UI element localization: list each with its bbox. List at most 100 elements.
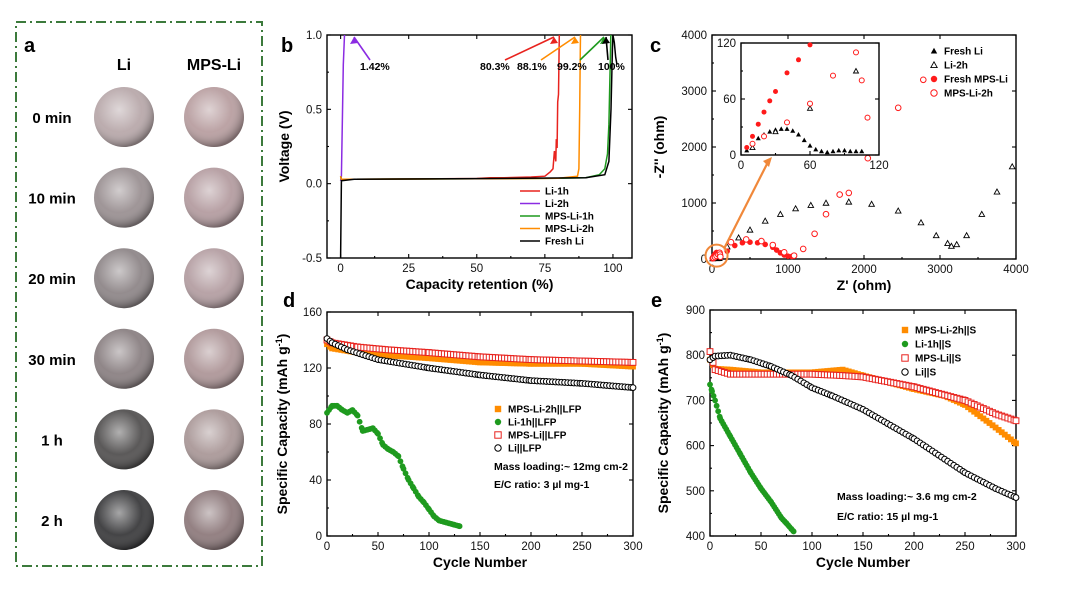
panel-c-inset-x-tick-label: 60 xyxy=(804,160,817,172)
cycle-point-mps-li-2h-lfp xyxy=(492,359,499,366)
inset-point-mps-li-2h xyxy=(853,49,859,56)
panel-b-x-tick-label: 100 xyxy=(603,263,622,275)
panel-d-x-tick-label: 300 xyxy=(623,541,642,553)
eis-point-li-2h xyxy=(917,218,925,226)
inset-point-fresh-mps-li xyxy=(755,121,761,127)
annotation-arrow xyxy=(504,36,555,61)
cycle-point-mps-li-2h-lfp xyxy=(394,353,401,359)
row-time-label: 2 h xyxy=(41,513,63,530)
row-time-label: 30 min xyxy=(28,352,76,369)
inset-point-fresh-mps-li xyxy=(750,133,755,139)
inset-point-fresh-li xyxy=(801,137,807,143)
cycle-point-mps-li-2h-s xyxy=(1008,436,1014,443)
cycle-point-mps-li-2h-lfp xyxy=(391,352,398,359)
panel-a-photo-grid: a Li MPS-Li 0 min 10 min 20 min 30 min 1 h 2 … xyxy=(15,21,263,567)
annotation-arrow xyxy=(579,36,605,61)
inset-point-fresh-mps-li xyxy=(761,109,767,115)
cycle-point-mps-li-2h-lfp xyxy=(456,357,463,364)
cycle-point-mps-li-2h-lfp xyxy=(388,352,395,359)
panel-c-x-tick-label: 1000 xyxy=(775,264,801,276)
coin-shading-li xyxy=(94,490,154,550)
annotation-label: 99.2% xyxy=(557,61,587,73)
inset-point-mps-li-2h xyxy=(761,133,767,140)
panel-c-x-tick-label: 0 xyxy=(709,264,715,276)
legend-entry: Li||LFP xyxy=(508,444,542,455)
legend-entry: Li||S xyxy=(915,368,936,379)
cycle-point-mps-li-2h-lfp xyxy=(426,355,432,362)
panel-e-x-tick-label: 100 xyxy=(802,541,821,553)
cycle-point-mps-li-2h-lfp xyxy=(409,354,416,360)
inset-point-fresh-mps-li xyxy=(807,42,813,48)
cycle-point-mps-li-2h-lfp xyxy=(397,353,404,360)
cycle-point-mps-li-2h-lfp xyxy=(513,360,520,367)
inset-point-fresh-li xyxy=(755,135,761,141)
panel-e-x-tick-label: 150 xyxy=(853,541,872,553)
cycle-point-mps-li-s xyxy=(1012,417,1020,425)
annotation-arrowhead xyxy=(571,37,579,44)
coin-shading-mps-li xyxy=(184,328,244,389)
coin-shading-li xyxy=(94,409,154,470)
cycle-point-mps-li-2h-s xyxy=(730,367,737,373)
inset-point-fresh-li xyxy=(744,147,750,153)
cycle-point-mps-li-2h-lfp xyxy=(444,356,451,363)
cycle-point-mps-li-2h-lfp xyxy=(552,360,559,367)
legend-entry: Fresh Li xyxy=(545,237,584,248)
eis-point-li-2h xyxy=(822,199,830,206)
cycle-point-mps-li-2h-s xyxy=(827,367,834,374)
annotation-arrowhead xyxy=(350,37,358,44)
cycle-point-mps-li-2h-lfp xyxy=(370,351,376,357)
panel-e-x-tick-label: 250 xyxy=(955,541,974,553)
eis-point-mps-li-2h xyxy=(790,252,798,259)
legend-entry: MPS-Li-2h xyxy=(545,224,594,235)
legend-marker xyxy=(901,326,909,334)
cycle-point-mps-li-2h-lfp xyxy=(418,354,425,361)
panel-b-x-tick-label: 50 xyxy=(470,263,483,275)
cycle-point-mps-li-2h-s xyxy=(965,404,971,411)
eis-point-li-2h xyxy=(932,231,940,239)
eis-point-li-2h xyxy=(776,210,784,217)
cycle-point-mps-li-2h-s xyxy=(839,366,846,373)
panel-e-label: e xyxy=(651,290,662,312)
cycle-point-mps-li-2h-lfp xyxy=(540,360,547,367)
cycle-point-mps-li-2h-lfp xyxy=(625,363,631,370)
panel-c-inset-y-tick-label: 0 xyxy=(730,150,736,162)
coin-shading-mps-li xyxy=(184,409,244,470)
cycle-point-mps-li-2h-lfp xyxy=(621,363,628,370)
legend-marker xyxy=(901,368,909,376)
eis-point-mps-li-2h xyxy=(769,241,777,249)
inset-point-fresh-li xyxy=(807,143,813,148)
legend-entry: MPS-Li-2h||LFP xyxy=(508,405,582,416)
cycle-point-li-1h-s xyxy=(709,388,715,395)
legend-marker xyxy=(494,431,502,439)
cycle-point-mps-li-2h-lfp xyxy=(438,356,445,363)
panel-b-x-axis-label: Capacity retention (%) xyxy=(406,276,554,292)
panel-b-y-tick-label: -0.5 xyxy=(302,253,322,265)
cycle-point-mps-li-2h-lfp xyxy=(329,345,335,352)
legend-entry: MPS-Li||LFP xyxy=(508,431,567,442)
panel-c-inset-x-tick-label: 120 xyxy=(869,160,888,172)
cycle-point-li-1h-s xyxy=(707,381,713,388)
voltage-line-fresh-li xyxy=(339,34,618,259)
cycle-point-mps-li-2h-lfp xyxy=(546,360,553,367)
cycle-point-mps-li-2h-lfp xyxy=(465,358,472,365)
inset-point-li-2h xyxy=(772,128,779,135)
cycle-point-mps-li-2h-s xyxy=(968,406,975,413)
cycle-point-mps-li-2h-lfp xyxy=(415,354,422,361)
cycle-point-mps-li-2h-lfp xyxy=(406,353,413,360)
legend-marker xyxy=(494,418,502,426)
panel-c-inset-x-tick-label: 0 xyxy=(738,160,744,172)
legend-marker xyxy=(930,47,938,54)
eis-point-mps-li-2h xyxy=(822,210,830,218)
cycle-point-mps-li-2h-lfp xyxy=(432,355,439,362)
cycle-point-mps-li-2h-lfp xyxy=(609,362,616,369)
inset-point-fresh-mps-li xyxy=(784,70,790,76)
cycle-point-mps-li-2h-lfp xyxy=(510,360,517,367)
cycle-point-mps-li-s xyxy=(706,348,714,355)
cycle-point-mps-li-2h-s xyxy=(830,367,837,374)
inset-point-fresh-li xyxy=(830,148,836,154)
eis-point-mps-li-2h xyxy=(894,104,902,112)
eis-point-mps-li-2h xyxy=(799,245,807,253)
eis-point-mps-li-2h xyxy=(845,189,853,197)
cycle-point-li-1h-lfp xyxy=(456,523,463,530)
cycle-point-mps-li-2h-lfp xyxy=(531,360,537,367)
